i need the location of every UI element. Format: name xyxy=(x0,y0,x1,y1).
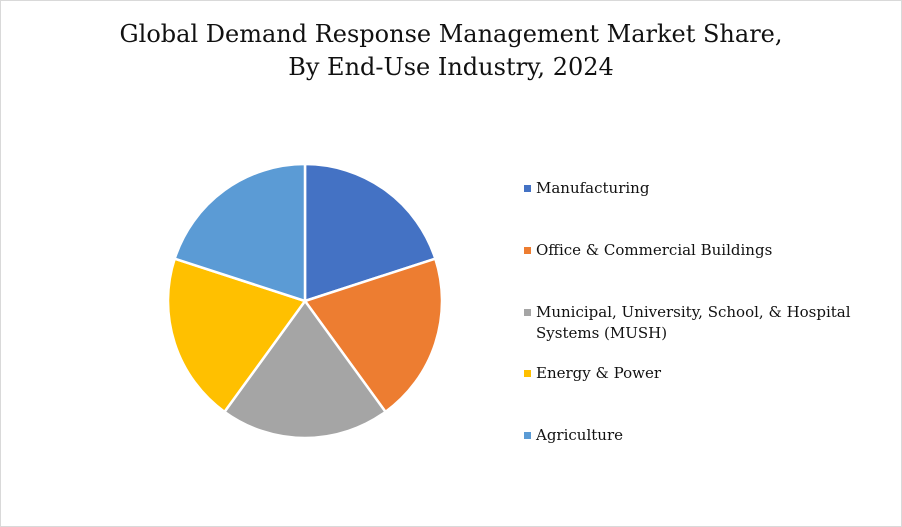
pie-slice-office-commercial-buildings xyxy=(303,257,444,414)
legend-swatch-mush xyxy=(524,309,531,316)
legend-label-manufacturing: Manufacturing xyxy=(536,179,650,197)
legend-label-agriculture: Agriculture xyxy=(536,426,623,444)
legend-swatch-office-commercial-buildings xyxy=(524,247,531,254)
pie-slice-mush xyxy=(223,299,387,440)
pie-slices xyxy=(166,162,444,440)
pie-slice-manufacturing xyxy=(303,162,437,303)
legend-swatch-manufacturing xyxy=(524,185,531,192)
chart-title: Global Demand Response Management Market… xyxy=(0,18,902,84)
legend-label-energy-power: Energy & Power xyxy=(536,364,662,382)
chart-title-line-1: Global Demand Response Management Market… xyxy=(119,20,783,48)
chart-title-line-2: By End-Use Industry, 2024 xyxy=(288,53,614,81)
pie-slice-energy-power xyxy=(166,257,307,414)
pie-slice-agriculture xyxy=(173,162,307,303)
legend-swatch-energy-power xyxy=(524,370,531,377)
legend-label-mush: Municipal, University, School, & Hospita… xyxy=(536,303,851,342)
legend-label-office-commercial-buildings: Office & Commercial Buildings xyxy=(536,241,773,259)
legend-swatch-agriculture xyxy=(524,432,531,439)
